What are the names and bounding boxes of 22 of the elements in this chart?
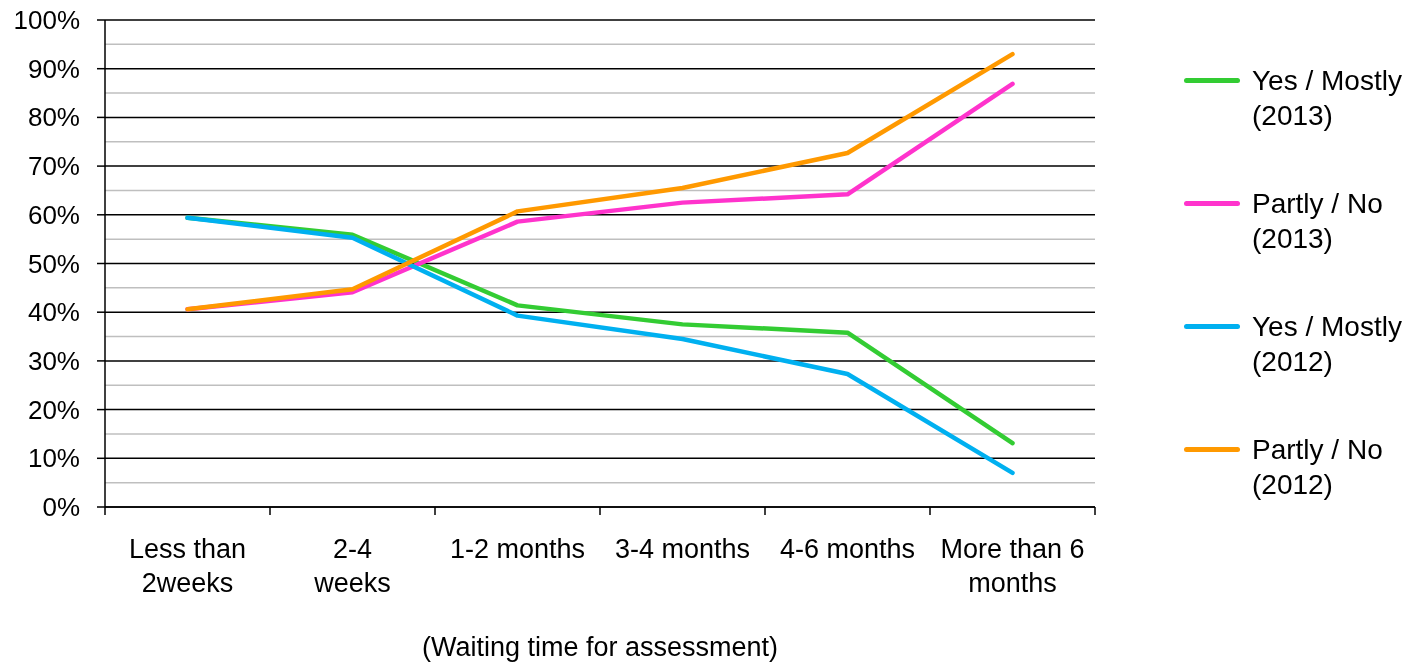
y-tick-label: 20% xyxy=(27,394,80,425)
x-tick-label: 4-6 months xyxy=(779,534,916,564)
y-tick-label: 70% xyxy=(27,151,80,182)
y-tick-label: 80% xyxy=(27,102,80,133)
y-tick-label: 0% xyxy=(42,492,80,522)
y-tick-label: 50% xyxy=(27,248,80,279)
x-tick-label: Less than 2weeks xyxy=(128,534,247,598)
legend-label: Partly / No (2012) xyxy=(1252,433,1384,502)
legend-label: Partly / No (2013) xyxy=(1252,187,1384,256)
y-tick-label: 40% xyxy=(27,297,80,328)
x-axis-title: (Waiting time for assessment) xyxy=(421,632,779,662)
x-tick-label: 3-4 months xyxy=(614,534,751,564)
x-tick-label: 1-2 months xyxy=(449,534,586,564)
legend-label: Yes / Mostly (2013) xyxy=(1252,64,1403,133)
y-tick-label: 100% xyxy=(13,5,80,35)
legend-label: Yes / Mostly (2012) xyxy=(1252,310,1403,379)
x-tick-label: 2-4 weeks xyxy=(313,534,391,598)
y-tick-label: 10% xyxy=(27,443,80,474)
y-tick-label: 60% xyxy=(27,199,80,230)
x-tick-label: More than 6 months xyxy=(940,534,1085,598)
y-tick-label: 90% xyxy=(27,53,80,84)
y-tick-label: 30% xyxy=(27,345,80,376)
